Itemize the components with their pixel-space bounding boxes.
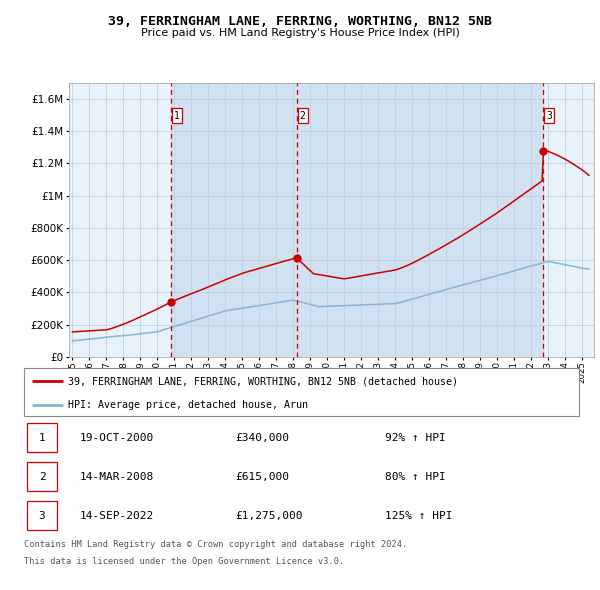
Text: 2: 2 [300, 110, 305, 120]
Text: 1: 1 [38, 433, 46, 442]
Text: Price paid vs. HM Land Registry's House Price Index (HPI): Price paid vs. HM Land Registry's House … [140, 28, 460, 38]
Text: 2: 2 [38, 472, 46, 481]
Text: 80% ↑ HPI: 80% ↑ HPI [385, 472, 445, 481]
FancyBboxPatch shape [24, 368, 579, 416]
Text: 3: 3 [38, 511, 46, 520]
Text: Contains HM Land Registry data © Crown copyright and database right 2024.: Contains HM Land Registry data © Crown c… [24, 540, 407, 549]
Text: 1: 1 [174, 110, 180, 120]
FancyBboxPatch shape [27, 424, 58, 452]
Text: 14-MAR-2008: 14-MAR-2008 [79, 472, 154, 481]
Text: £1,275,000: £1,275,000 [235, 511, 302, 520]
Text: HPI: Average price, detached house, Arun: HPI: Average price, detached house, Arun [68, 400, 308, 410]
Text: 3: 3 [546, 110, 552, 120]
Text: 39, FERRINGHAM LANE, FERRING, WORTHING, BN12 5NB: 39, FERRINGHAM LANE, FERRING, WORTHING, … [108, 15, 492, 28]
Text: 92% ↑ HPI: 92% ↑ HPI [385, 433, 445, 442]
Text: 39, FERRINGHAM LANE, FERRING, WORTHING, BN12 5NB (detached house): 39, FERRINGHAM LANE, FERRING, WORTHING, … [68, 376, 458, 386]
Text: £340,000: £340,000 [235, 433, 289, 442]
Text: £615,000: £615,000 [235, 472, 289, 481]
Text: This data is licensed under the Open Government Licence v3.0.: This data is licensed under the Open Gov… [24, 557, 344, 566]
Text: 125% ↑ HPI: 125% ↑ HPI [385, 511, 452, 520]
Bar [171, 83, 543, 357]
Text: 14-SEP-2022: 14-SEP-2022 [79, 511, 154, 520]
Text: 19-OCT-2000: 19-OCT-2000 [79, 433, 154, 442]
FancyBboxPatch shape [27, 502, 58, 530]
FancyBboxPatch shape [27, 463, 58, 491]
